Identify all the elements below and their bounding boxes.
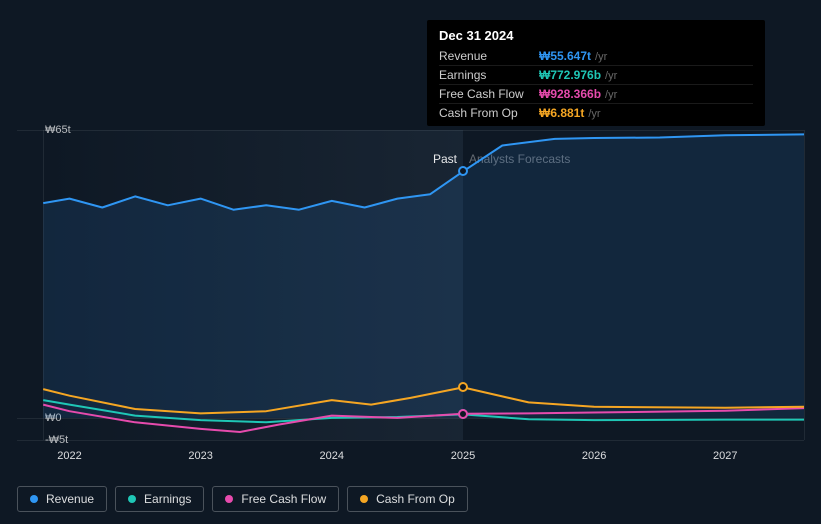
chart-lines xyxy=(17,130,804,440)
x-axis-label: 2026 xyxy=(582,450,606,462)
series-fill-revenue xyxy=(43,134,804,418)
tooltip-row-revenue: Revenue₩55.647t/yr xyxy=(439,47,753,66)
tooltip-label: Revenue xyxy=(439,49,539,63)
marker-cfo xyxy=(458,382,468,392)
marker-revenue xyxy=(458,166,468,176)
legend-item-earnings[interactable]: Earnings xyxy=(115,486,204,512)
chart-legend: Revenue Earnings Free Cash Flow Cash From O… xyxy=(17,486,468,512)
tooltip-unit: /yr xyxy=(588,108,600,120)
legend-dot-icon xyxy=(360,495,368,503)
legend-label: Cash From Op xyxy=(376,492,455,506)
plot-area[interactable]: ₩65t₩0-₩5tPastAnalysts Forecasts xyxy=(17,130,804,440)
tooltip-value: ₩772.976b xyxy=(539,68,601,82)
x-axis-label: 2024 xyxy=(320,450,344,462)
legend-dot-icon xyxy=(225,495,233,503)
legend-dot-icon xyxy=(128,495,136,503)
legend-item-revenue[interactable]: Revenue xyxy=(17,486,107,512)
financial-chart: ₩65t₩0-₩5tPastAnalysts Forecasts 2022 202… xyxy=(0,0,821,524)
tooltip-label: Earnings xyxy=(439,68,539,82)
tooltip-unit: /yr xyxy=(595,51,607,63)
legend-label: Earnings xyxy=(144,492,191,506)
chart-tooltip: Dec 31 2024 Revenue₩55.647t/yrEarnings₩7… xyxy=(427,20,765,126)
tooltip-title: Dec 31 2024 xyxy=(439,28,753,43)
tooltip-unit: /yr xyxy=(605,89,617,101)
gridline xyxy=(17,440,804,441)
tooltip-unit: /yr xyxy=(605,70,617,82)
legend-item-free-cash-flow[interactable]: Free Cash Flow xyxy=(212,486,339,512)
tooltip-value: ₩55.647t xyxy=(539,49,591,63)
x-axis-label: 2023 xyxy=(188,450,212,462)
tooltip-value: ₩6.881t xyxy=(539,106,584,120)
legend-item-cash-from-op[interactable]: Cash From Op xyxy=(347,486,468,512)
chart-border xyxy=(804,130,805,440)
legend-label: Free Cash Flow xyxy=(241,492,326,506)
tooltip-value: ₩928.366b xyxy=(539,87,601,101)
legend-dot-icon xyxy=(30,495,38,503)
tooltip-label: Cash From Op xyxy=(439,106,539,120)
marker-fcf xyxy=(458,409,468,419)
x-axis-label: 2025 xyxy=(451,450,475,462)
tooltip-row-earnings: Earnings₩772.976b/yr xyxy=(439,66,753,85)
x-axis-label: 2022 xyxy=(57,450,81,462)
tooltip-label: Free Cash Flow xyxy=(439,87,539,101)
legend-label: Revenue xyxy=(46,492,94,506)
tooltip-row-cfo: Cash From Op₩6.881t/yr xyxy=(439,104,753,122)
x-axis-label: 2027 xyxy=(713,450,737,462)
tooltip-row-fcf: Free Cash Flow₩928.366b/yr xyxy=(439,85,753,104)
